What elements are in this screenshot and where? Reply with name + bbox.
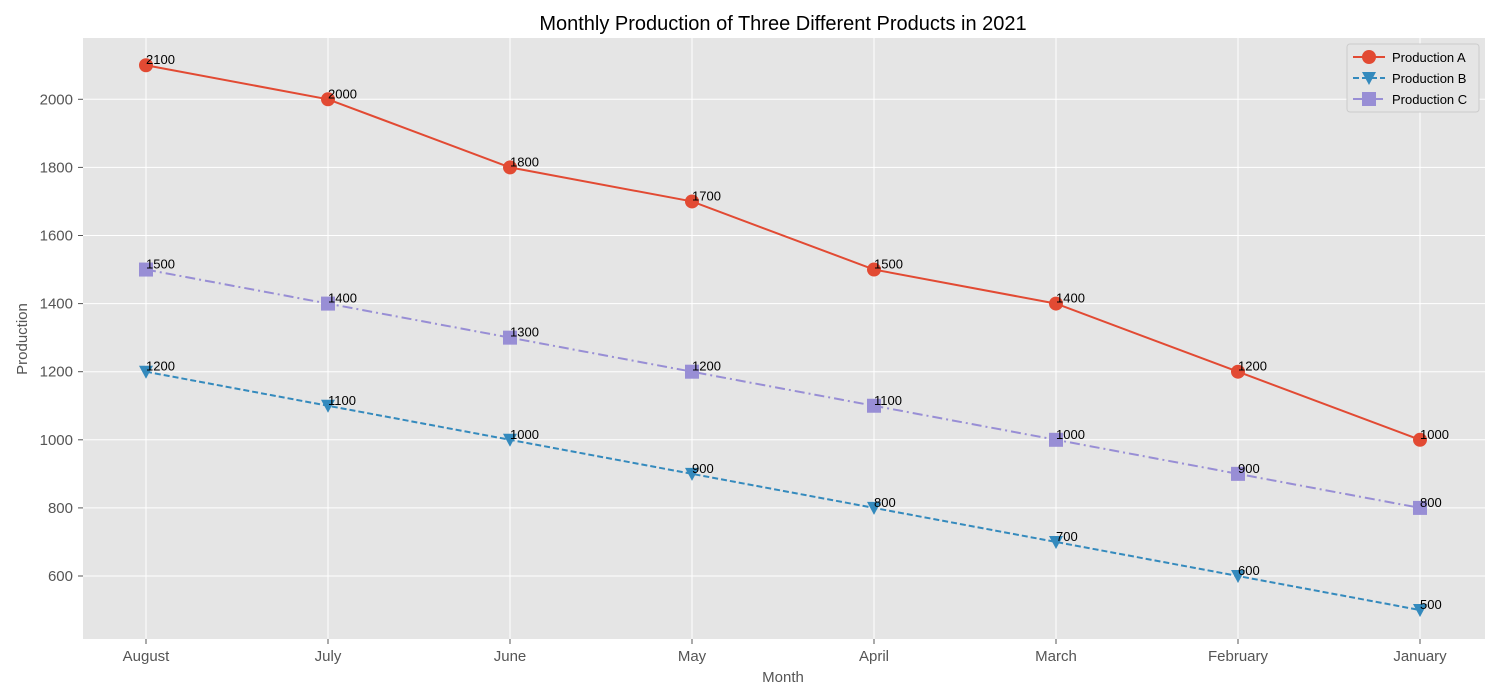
x-tick-label: July xyxy=(315,648,342,665)
x-tick-label: January xyxy=(1393,648,1447,665)
production-a-data-label: 1800 xyxy=(510,154,539,169)
y-axis-label: Production xyxy=(14,303,31,375)
production-b-point xyxy=(1413,604,1427,618)
series-lines xyxy=(145,64,1421,612)
y-tick-label: 1200 xyxy=(40,364,73,381)
production-a-point xyxy=(1231,364,1245,379)
production-c-legend-label: Production C xyxy=(1392,92,1467,107)
x-tick-label: May xyxy=(678,648,707,665)
plot-area xyxy=(83,38,1485,639)
production-b-data-label: 900 xyxy=(692,461,714,476)
production-b-line xyxy=(145,370,1421,612)
production-a-data-label: 1500 xyxy=(874,257,903,272)
production-b-data-label: 800 xyxy=(874,495,896,510)
production-c-data-label: 1000 xyxy=(1056,427,1085,442)
production-c-point xyxy=(139,262,153,277)
production-b-data-label: 600 xyxy=(1238,563,1260,578)
production-c-data-label: 1500 xyxy=(146,257,175,272)
y-tick-label: 600 xyxy=(48,568,73,585)
y-tick-label: 1600 xyxy=(40,227,73,244)
production-c-data-label: 1300 xyxy=(510,325,539,340)
production-c-point xyxy=(503,330,517,345)
production-b-point xyxy=(321,399,335,413)
production-b-point xyxy=(867,501,881,515)
production-c-data-label: 1100 xyxy=(874,393,902,408)
series-markers xyxy=(139,58,1427,618)
production-a-point xyxy=(503,160,517,175)
production-a-point xyxy=(1413,432,1427,447)
production-c-line xyxy=(145,268,1421,509)
chart-title: Monthly Production of Three Different Pr… xyxy=(539,13,1026,35)
production-a-data-label: 2100 xyxy=(146,52,175,67)
legend: Production A Production B Production C xyxy=(1346,43,1480,113)
production-c-point xyxy=(1413,500,1427,515)
production-c-data-label: 800 xyxy=(1420,495,1442,510)
production-b-point xyxy=(1049,535,1063,549)
y-tick-label: 2000 xyxy=(40,91,73,108)
data-labels: 2100 2000 1800 1700 1500 1400 1200 1000 1200 1100… xyxy=(146,52,1449,612)
production-c-point xyxy=(1231,466,1245,481)
legend-box xyxy=(1346,43,1480,113)
production-a-point xyxy=(139,58,153,73)
production-a-point xyxy=(867,262,881,277)
production-c-data-label: 900 xyxy=(1238,461,1260,476)
x-tick-label: February xyxy=(1208,648,1269,665)
production-c-legend-marker xyxy=(1362,92,1376,106)
production-b-legend-marker xyxy=(1362,72,1376,85)
production-b-data-label: 1100 xyxy=(328,393,356,408)
x-tick-label: June xyxy=(494,648,527,665)
x-tick-label: April xyxy=(859,648,889,665)
production-b-data-label: 500 xyxy=(1420,597,1442,612)
x-tick-label: August xyxy=(123,648,171,665)
x-axis-label: Month xyxy=(762,669,804,686)
production-a-data-label: 1200 xyxy=(1238,359,1267,374)
production-a-line xyxy=(145,64,1421,441)
production-b-point xyxy=(503,433,517,447)
production-c-point xyxy=(685,364,699,379)
production-a-legend-label: Production A xyxy=(1392,50,1466,65)
y-axis: 600 800 1000 1200 1400 1600 1800 2000 xyxy=(40,91,83,585)
production-c-data-label: 1200 xyxy=(692,359,721,374)
production-a-point xyxy=(685,194,699,209)
production-a-legend-marker xyxy=(1362,50,1376,64)
production-c-point xyxy=(867,398,881,413)
y-tick-label: 800 xyxy=(48,500,73,517)
production-a-point xyxy=(321,92,335,107)
production-b-data-label: 1200 xyxy=(146,359,175,374)
production-b-point xyxy=(685,467,699,481)
production-b-point xyxy=(139,365,153,379)
production-c-point xyxy=(321,296,335,311)
production-b-data-label: 1000 xyxy=(510,427,539,442)
x-axis: August July June May April March February Janua… xyxy=(123,639,1447,665)
y-tick-label: 1400 xyxy=(40,296,73,313)
production-b-data-label: 700 xyxy=(1056,529,1078,544)
production-a-data-label: 2000 xyxy=(328,86,357,101)
production-a-data-label: 1400 xyxy=(1056,291,1085,306)
production-c-point xyxy=(1049,432,1063,447)
y-tick-label: 1000 xyxy=(40,432,73,449)
x-tick-label: March xyxy=(1035,648,1077,665)
production-b-legend-label: Production B xyxy=(1392,71,1466,86)
production-a-point xyxy=(1049,296,1063,311)
production-c-data-label: 1400 xyxy=(328,291,357,306)
production-a-data-label: 1000 xyxy=(1420,427,1449,442)
y-tick-label: 1800 xyxy=(40,159,73,176)
production-a-data-label: 1700 xyxy=(692,188,721,203)
production-b-point xyxy=(1231,570,1245,584)
